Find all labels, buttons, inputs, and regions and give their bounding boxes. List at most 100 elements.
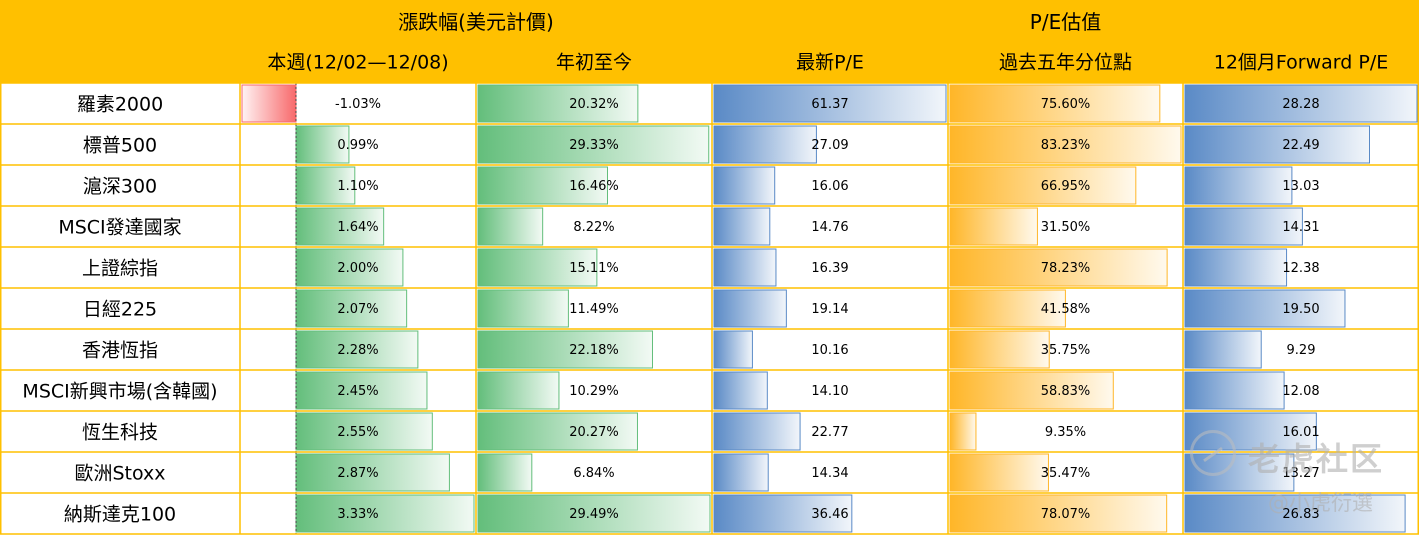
cell-value: 2.87%	[337, 466, 378, 481]
bar	[477, 371, 560, 410]
table-row-3: MSCI發達國家 1.64% 8.22% 14.76 31.50% 14.31	[0, 206, 1419, 247]
bar	[477, 166, 608, 205]
bar	[477, 125, 710, 164]
table-row-8: 恆生科技 2.55% 20.27% 22.77 9.35% 16.01	[0, 411, 1419, 452]
cell-value: 14.31	[1282, 220, 1319, 235]
cell-value: 13.03	[1282, 179, 1319, 194]
bar	[477, 412, 638, 451]
cell-value: 36.46	[811, 507, 848, 522]
cell-value: -1.03%	[335, 97, 381, 112]
table-row-7: MSCI新興市場(含韓國) 2.45% 10.29% 14.10 58.83% 12.08	[0, 370, 1419, 411]
cell-value: 16.39	[811, 261, 848, 276]
bar	[713, 453, 769, 492]
bar	[295, 494, 475, 533]
cell-value: 16.46%	[569, 179, 619, 194]
bar	[1184, 371, 1285, 410]
cell-value: 8.22%	[573, 220, 614, 235]
row-label: 納斯達克100	[64, 504, 176, 526]
table-row-10: 納斯達克100 3.33% 29.49% 36.46 78.07% 26.83	[0, 493, 1419, 534]
cell-value: 16.01	[1282, 425, 1319, 440]
row-label: 香港恆指	[82, 340, 158, 362]
row-label: 恆生科技	[82, 422, 158, 444]
bar	[713, 248, 777, 287]
cell-value: 19.14	[811, 302, 848, 317]
bar	[477, 289, 569, 328]
cell-value: 61.37	[811, 97, 848, 112]
cell-value: 2.55%	[337, 425, 378, 440]
cell-value: 75.60%	[1041, 97, 1091, 112]
bar	[949, 248, 1168, 287]
cell-value: 11.49%	[569, 302, 619, 317]
bar	[1184, 289, 1346, 328]
bar	[713, 371, 768, 410]
column-header-4: 12個月Forward P/E	[1214, 52, 1389, 74]
cell-value: 58.83%	[1041, 384, 1091, 399]
cell-value: 22.77	[811, 425, 848, 440]
group-header-1: P/E估值	[1030, 10, 1101, 34]
cell-value: 10.29%	[569, 384, 619, 399]
bar	[949, 412, 977, 451]
cell-value: 2.00%	[337, 261, 378, 276]
bar	[295, 330, 419, 369]
bar	[713, 166, 776, 205]
table-row-1: 標普500 0.99% 29.33% 27.09 83.23% 22.49	[0, 124, 1419, 165]
row-label: 上證綜指	[82, 258, 158, 280]
cell-value: 26.83	[1282, 507, 1319, 522]
bar	[949, 84, 1161, 123]
cell-value: 12.08	[1282, 384, 1319, 399]
bar	[1184, 166, 1293, 205]
cell-value: 6.84%	[573, 466, 614, 481]
bar	[295, 248, 404, 287]
bar	[713, 330, 753, 369]
row-label: 羅素2000	[77, 94, 163, 116]
table-row-4: 上證綜指 2.00% 15.11% 16.39 78.23% 12.38	[0, 247, 1419, 288]
table-row-2: 滬深300 1.10% 16.46% 16.06 66.95% 13.03	[0, 165, 1419, 206]
bar	[949, 494, 1168, 533]
bar	[949, 330, 1050, 369]
cell-value: 35.47%	[1041, 466, 1091, 481]
row-label: MSCI新興市場(含韓國)	[22, 381, 217, 403]
row-label: 日經225	[83, 299, 157, 321]
cell-value: 22.18%	[569, 343, 619, 358]
cell-value: 29.33%	[569, 138, 619, 153]
column-header-0: 本週(12/02—12/08)	[267, 52, 448, 74]
bar	[477, 330, 653, 369]
table-row-5: 日經225 2.07% 11.49% 19.14 41.58% 19.50	[0, 288, 1419, 329]
cell-value: 13.27	[1282, 466, 1319, 481]
cell-value: 66.95%	[1041, 179, 1091, 194]
bar	[1184, 494, 1406, 533]
header-background	[0, 0, 1419, 83]
bar	[713, 207, 771, 246]
bar	[241, 84, 297, 123]
cell-value: 14.76	[811, 220, 848, 235]
bar	[295, 166, 356, 205]
bar	[713, 289, 787, 328]
cell-value: 78.07%	[1041, 507, 1091, 522]
bar	[713, 84, 947, 123]
bar	[1184, 84, 1418, 123]
table-row-9: 歐洲Stoxx 2.87% 6.84% 14.34 35.47% 13.27	[0, 452, 1419, 493]
bar	[1184, 330, 1262, 369]
bar	[1184, 453, 1295, 492]
bar	[295, 371, 428, 410]
cell-value: 27.09	[811, 138, 848, 153]
bar	[1184, 207, 1303, 246]
table-row-6: 香港恆指 2.28% 22.18% 10.16 35.75% 9.29	[0, 329, 1419, 370]
cell-value: 19.50	[1282, 302, 1319, 317]
cell-value: 12.38	[1282, 261, 1319, 276]
bar	[477, 494, 711, 533]
bar	[949, 453, 1049, 492]
cell-value: 16.06	[811, 179, 848, 194]
bar	[713, 412, 801, 451]
bar	[949, 289, 1066, 328]
table-row-0: 羅素2000 -1.03% 20.32% 61.37 75.60% 28.28	[0, 83, 1419, 124]
bar	[477, 453, 533, 492]
column-header-1: 年初至今	[556, 52, 632, 74]
cell-value: 14.10	[811, 384, 848, 399]
column-header-3: 過去五年分位點	[999, 52, 1132, 74]
cell-value: 9.35%	[1045, 425, 1086, 440]
bar	[295, 207, 385, 246]
cell-value: 41.58%	[1041, 302, 1091, 317]
bar	[949, 371, 1114, 410]
